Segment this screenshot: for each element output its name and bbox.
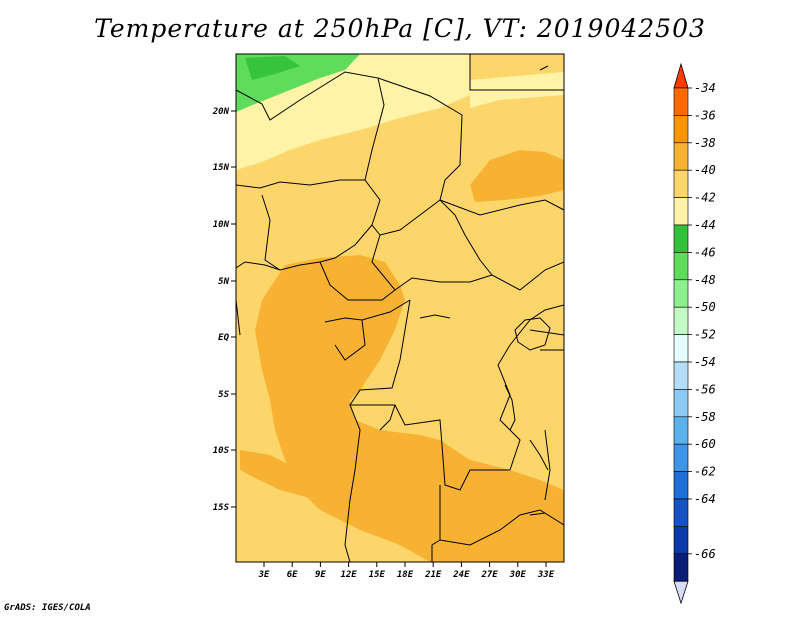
lon-tick-label: 3E <box>258 570 270 580</box>
lon-tick-label: 33E <box>537 570 555 580</box>
page-title: Temperature at 250hPa [C], VT: 201904250… <box>94 14 706 43</box>
lat-tick-label: 10N <box>213 220 230 230</box>
colorbar-segment <box>673 142 689 171</box>
colorbar-label: -48 <box>694 273 716 287</box>
colorbar-label: -42 <box>694 191 716 205</box>
lon-axis: 3E 6E 9E 12E 15E 18E 21E 24E 27E 30E 33E <box>258 562 555 580</box>
lon-tick-label: 12E <box>340 570 357 580</box>
colorbar-segment <box>673 279 689 308</box>
lon-tick-label: 9E <box>315 570 326 580</box>
colorbar-segment <box>673 306 689 335</box>
colorbar-segment <box>673 87 689 116</box>
temperature-field-green-dark <box>245 56 300 80</box>
lon-tick-label: 6E <box>287 570 298 580</box>
temperature-field-warm-ne <box>470 150 564 202</box>
lon-tick-label: 24E <box>452 570 470 580</box>
colorbar-label: -34 <box>694 81 716 95</box>
colorbar-segment <box>673 334 689 363</box>
lon-tick-label: 27E <box>480 570 498 580</box>
map-frame <box>235 53 565 563</box>
lat-tick-label: 15S <box>213 503 230 513</box>
lat-tick-label: 10S <box>213 446 230 456</box>
colorbar-label: -36 <box>694 108 716 122</box>
colorbar-segment <box>673 252 689 281</box>
lon-tick-label: 21E <box>424 570 442 580</box>
colorbar-arrow-bottom <box>673 580 689 605</box>
lat-tick-label: 20N <box>212 107 230 117</box>
colorbar-label: -52 <box>694 328 716 342</box>
colorbar-segment <box>673 224 689 253</box>
colorbar-segment <box>673 169 689 198</box>
country-borders <box>236 54 564 562</box>
lat-tick-label: EQ <box>218 333 229 343</box>
colorbar-segment <box>673 361 689 390</box>
colorbar-segment <box>673 471 689 500</box>
colorbar-label: -62 <box>694 465 716 479</box>
colorbar-label: -40 <box>694 163 716 177</box>
colorbar-segment <box>673 115 689 144</box>
colorbar-segment <box>673 443 689 472</box>
colorbar-label: -64 <box>694 492 716 506</box>
colorbar-label: -66 <box>694 547 716 561</box>
colorbar-segment <box>673 526 689 555</box>
grads-credit: GrADS: IGES/COLA <box>4 603 91 613</box>
colorbar-label: -54 <box>694 355 716 369</box>
colorbar-segment <box>673 389 689 418</box>
colorbar-label: -50 <box>694 300 716 314</box>
lon-tick-label: 15E <box>369 570 386 580</box>
lat-tick-label: 5N <box>218 277 229 287</box>
colorbar-label: -60 <box>694 437 716 451</box>
colorbar-segment <box>673 498 689 527</box>
colorbar-label: -56 <box>694 382 716 396</box>
lat-axis: 20N 15N 10N 5N EQ 5S 10S 15S <box>212 107 236 513</box>
colorbar-label: -46 <box>694 245 716 259</box>
colorbar-segment <box>673 553 689 582</box>
colorbar-segment <box>673 197 689 226</box>
colorbar-label: -44 <box>694 218 716 232</box>
colorbar: -34 -36 -38 -40 -42 -44 -46 -48 -50 -52 -54 -56 -58 -… <box>673 62 716 605</box>
lat-tick-label: 5S <box>218 390 229 400</box>
colorbar-segment <box>673 416 689 445</box>
colorbar-label: -38 <box>694 136 716 150</box>
colorbar-label: -58 <box>694 410 716 424</box>
lon-tick-label: 18E <box>397 570 414 580</box>
temperature-field-warm-center <box>255 255 564 562</box>
temperature-field-warm-sw <box>240 450 330 498</box>
colorbar-arrow-top <box>673 62 689 89</box>
lon-tick-label: 30E <box>509 570 527 580</box>
lakes <box>419 65 551 516</box>
lat-tick-label: 15N <box>213 163 230 173</box>
